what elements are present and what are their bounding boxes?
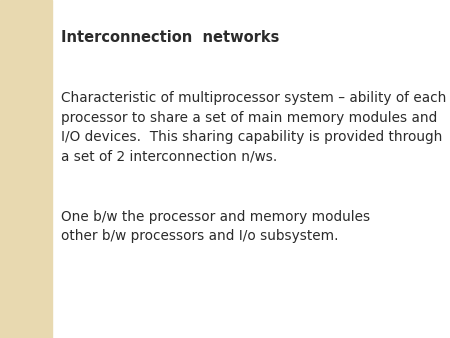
Text: One b/w the processor and memory modules
other b/w processors and I/o subsystem.: One b/w the processor and memory modules…: [61, 210, 370, 243]
Text: Characteristic of multiprocessor system – ability of each
processor to share a s: Characteristic of multiprocessor system …: [61, 91, 446, 164]
Text: Interconnection  networks: Interconnection networks: [61, 30, 279, 45]
Bar: [0, 0, 52, 338]
